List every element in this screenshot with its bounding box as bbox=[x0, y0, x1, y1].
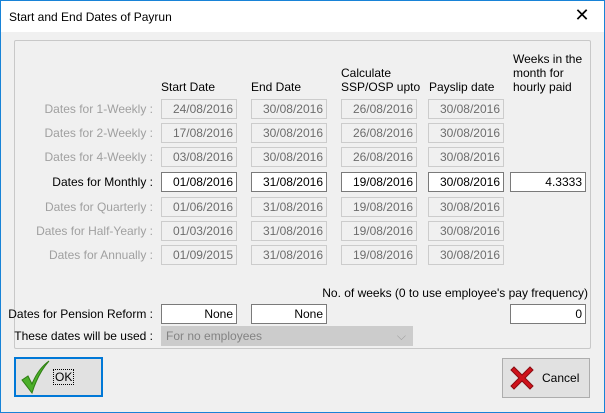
ssp-date-input[interactable]: 19/08/2016 bbox=[341, 172, 417, 192]
weeks-label: No. of weeks (0 to use employee's pay fr… bbox=[322, 286, 588, 300]
row-label: Dates for 2-Weekly : bbox=[44, 126, 153, 140]
payslip-date-input[interactable]: 30/08/2016 bbox=[428, 221, 504, 241]
start-date-input[interactable]: 01/08/2016 bbox=[161, 172, 237, 192]
ssp-date-input[interactable]: 19/08/2016 bbox=[341, 197, 417, 217]
end-date-input[interactable]: 31/08/2016 bbox=[251, 245, 327, 265]
dates-group bbox=[14, 40, 591, 349]
start-date-input[interactable]: 17/08/2016 bbox=[161, 123, 237, 143]
start-date-input[interactable]: 01/06/2016 bbox=[161, 197, 237, 217]
close-icon[interactable]: ✕ bbox=[574, 5, 590, 25]
header-weeks: Weeks in the month for hourly paid bbox=[513, 52, 583, 94]
cancel-button[interactable]: Cancel bbox=[502, 358, 590, 398]
payslip-date-input[interactable]: 30/08/2016 bbox=[428, 147, 504, 167]
title-bar: Start and End Dates of Payrun ✕ bbox=[1, 1, 604, 32]
row-label: Dates for Annually : bbox=[48, 248, 153, 262]
start-date-input[interactable]: 24/08/2016 bbox=[161, 99, 237, 119]
start-date-input[interactable]: 03/08/2016 bbox=[161, 147, 237, 167]
payslip-date-input[interactable]: 30/08/2016 bbox=[428, 245, 504, 265]
end-date-input[interactable]: 30/08/2016 bbox=[251, 147, 327, 167]
no-of-weeks-input[interactable]: 0 bbox=[510, 304, 586, 324]
pension-start-input[interactable]: None bbox=[161, 304, 237, 324]
usage-value: For no employees bbox=[166, 329, 263, 343]
end-date-input[interactable]: 31/08/2016 bbox=[251, 172, 327, 192]
cancel-x-icon bbox=[510, 366, 534, 390]
ssp-date-input[interactable]: 19/08/2016 bbox=[341, 221, 417, 241]
start-date-input[interactable]: 01/09/2015 bbox=[161, 245, 237, 265]
chevron-down-icon: ⌵ bbox=[396, 329, 406, 343]
row-label: Dates for 4-Weekly : bbox=[44, 150, 153, 164]
pension-label: Dates for Pension Reform : bbox=[8, 307, 153, 321]
header-payslip: Payslip date bbox=[429, 80, 495, 94]
row-label: Dates for Quarterly : bbox=[44, 200, 153, 214]
row-label: Dates for Half-Yearly : bbox=[36, 224, 153, 238]
end-date-input[interactable]: 30/08/2016 bbox=[251, 99, 327, 119]
row-label: Dates for Monthly : bbox=[52, 175, 153, 189]
ssp-date-input[interactable]: 26/08/2016 bbox=[341, 147, 417, 167]
cancel-label: Cancel bbox=[542, 371, 580, 385]
ok-button[interactable]: OK bbox=[14, 357, 103, 397]
payslip-date-input[interactable]: 30/08/2016 bbox=[428, 99, 504, 119]
payslip-date-input[interactable]: 30/08/2016 bbox=[428, 197, 504, 217]
end-date-input[interactable]: 30/08/2016 bbox=[251, 123, 327, 143]
ssp-date-input[interactable]: 26/08/2016 bbox=[341, 99, 417, 119]
ssp-date-input[interactable]: 26/08/2016 bbox=[341, 123, 417, 143]
payslip-date-input[interactable]: 30/08/2016 bbox=[428, 172, 504, 192]
header-end-date: End Date bbox=[251, 80, 302, 94]
payslip-date-input[interactable]: 30/08/2016 bbox=[428, 123, 504, 143]
start-date-input[interactable]: 01/03/2016 bbox=[161, 221, 237, 241]
ok-label: OK bbox=[53, 369, 75, 385]
window-title: Start and End Dates of Payrun bbox=[9, 10, 172, 24]
ssp-date-input[interactable]: 19/08/2016 bbox=[341, 245, 417, 265]
pension-end-input[interactable]: None bbox=[251, 304, 327, 324]
weeks-in-month-input[interactable]: 4.3333 bbox=[510, 172, 586, 192]
header-ssp: Calculate SSP/OSP upto bbox=[341, 66, 421, 94]
usage-label: These dates will be used : bbox=[14, 329, 153, 343]
checkmark-icon bbox=[21, 360, 50, 394]
usage-select[interactable]: For no employees ⌵ bbox=[161, 326, 413, 346]
header-start-date: Start Date bbox=[161, 80, 216, 94]
row-label: Dates for 1-Weekly : bbox=[44, 102, 153, 116]
end-date-input[interactable]: 31/08/2016 bbox=[251, 197, 327, 217]
end-date-input[interactable]: 31/08/2016 bbox=[251, 221, 327, 241]
